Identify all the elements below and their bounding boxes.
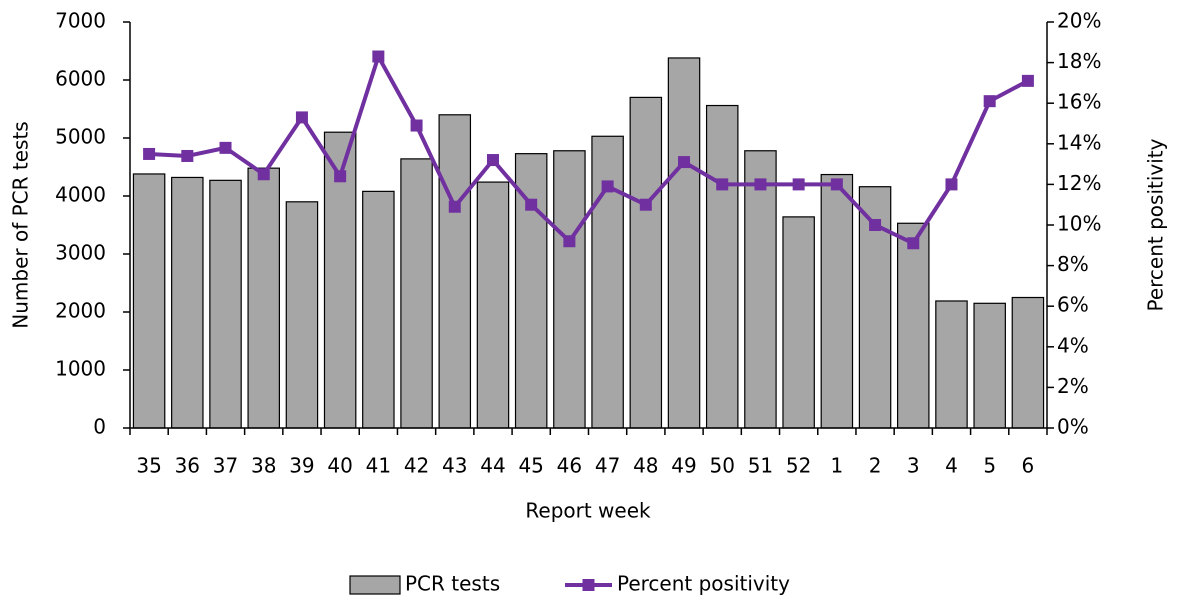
x-tick-label: 4: [945, 454, 958, 478]
y-tick-label: 7000: [55, 9, 106, 33]
bar: [820, 173, 854, 429]
y2-tick-label: 2%: [1057, 374, 1089, 398]
x-tick-label: 3: [907, 454, 920, 478]
x-axis-title: Report week: [525, 499, 651, 523]
bar: [132, 173, 166, 429]
bar: [973, 302, 1006, 429]
marker: [639, 198, 652, 211]
bar: [553, 150, 586, 429]
x-tick-label: 40: [327, 454, 352, 478]
marker: [907, 237, 920, 250]
marker: [678, 156, 691, 169]
marker: [372, 50, 385, 63]
x-tick-label: 49: [671, 454, 696, 478]
bar: [247, 167, 280, 429]
marker: [983, 95, 996, 108]
marker: [486, 154, 499, 167]
bar: [476, 181, 510, 429]
y-tick-label: 1000: [55, 357, 106, 381]
x-tick-label: 45: [518, 454, 543, 478]
y2-tick-label: 6%: [1057, 293, 1089, 317]
y2-tick-label: 4%: [1057, 333, 1089, 357]
x-tick-label: 51: [748, 454, 773, 478]
bar: [400, 158, 433, 429]
y2-tick-label: 20%: [1057, 9, 1101, 33]
bar: [209, 179, 242, 429]
legend-label: PCR tests: [405, 572, 500, 596]
bar: [629, 96, 663, 429]
marker: [601, 180, 614, 193]
y2-tick-label: 12%: [1057, 171, 1101, 195]
y2-axis-title: Percent positivity: [1144, 138, 1168, 311]
x-tick-label: 39: [289, 454, 314, 478]
bar: [438, 114, 472, 429]
x-tick-label: 42: [404, 454, 429, 478]
y2-tick-label: 10%: [1057, 212, 1101, 236]
x-tick-label: 35: [136, 454, 161, 478]
marker: [945, 178, 958, 191]
x-tick-label: 5: [983, 454, 996, 478]
y2-tick-label: 18%: [1057, 49, 1101, 73]
x-tick-label: 38: [251, 454, 276, 478]
marker: [181, 149, 194, 162]
y-tick-label: 6000: [55, 67, 106, 91]
bar: [897, 222, 930, 429]
marker: [754, 178, 767, 191]
legend-marker: [582, 579, 595, 591]
marker: [257, 168, 270, 181]
x-tick-label: 52: [786, 454, 811, 478]
marker: [410, 119, 423, 132]
marker: [334, 170, 347, 183]
x-tick-label: 43: [442, 454, 467, 478]
bar: [935, 300, 968, 429]
bar: [705, 104, 739, 429]
legend-swatch: [349, 575, 401, 595]
y-tick-label: 4000: [55, 183, 106, 207]
y-axis-title: Number of PCR tests: [9, 121, 33, 328]
bar: [362, 190, 395, 429]
bar: [667, 57, 701, 429]
y-tick-label: 5000: [55, 125, 106, 149]
y2-tick-label: 14%: [1057, 130, 1101, 154]
bar: [285, 201, 319, 429]
legend-label: Percent positivity: [617, 572, 790, 596]
bar: [744, 150, 777, 429]
y-tick-label: 0: [93, 415, 106, 439]
x-tick-label: 48: [633, 454, 658, 478]
marker: [716, 178, 729, 191]
bar: [782, 216, 815, 429]
marker: [830, 178, 843, 191]
x-tick-label: 1: [830, 454, 843, 478]
x-tick-label: 2: [869, 454, 882, 478]
y2-tick-label: 16%: [1057, 90, 1101, 114]
marker: [869, 219, 882, 231]
marker: [295, 111, 308, 124]
x-tick-label: 50: [710, 454, 735, 478]
y2-tick-label: 0%: [1057, 415, 1089, 439]
x-tick-label: 44: [480, 454, 505, 478]
marker: [143, 147, 156, 160]
x-tick-label: 41: [366, 454, 391, 478]
x-tick-label: 36: [175, 454, 200, 478]
marker: [525, 198, 538, 211]
y-tick-label: 3000: [55, 241, 106, 265]
bar: [171, 176, 204, 429]
marker: [563, 235, 576, 248]
line: [148, 54, 1029, 246]
x-tick-label: 6: [1022, 454, 1035, 478]
x-tick-label: 37: [213, 454, 238, 478]
x-tick-label: 46: [557, 454, 582, 478]
marker: [219, 141, 232, 154]
y2-tick-label: 8%: [1057, 252, 1089, 276]
bar: [591, 135, 624, 429]
y-tick-label: 2000: [55, 299, 106, 323]
marker: [792, 178, 805, 191]
marker: [448, 200, 461, 213]
marker: [1021, 74, 1034, 87]
bar: [1011, 296, 1045, 429]
x-tick-label: 47: [595, 454, 620, 478]
